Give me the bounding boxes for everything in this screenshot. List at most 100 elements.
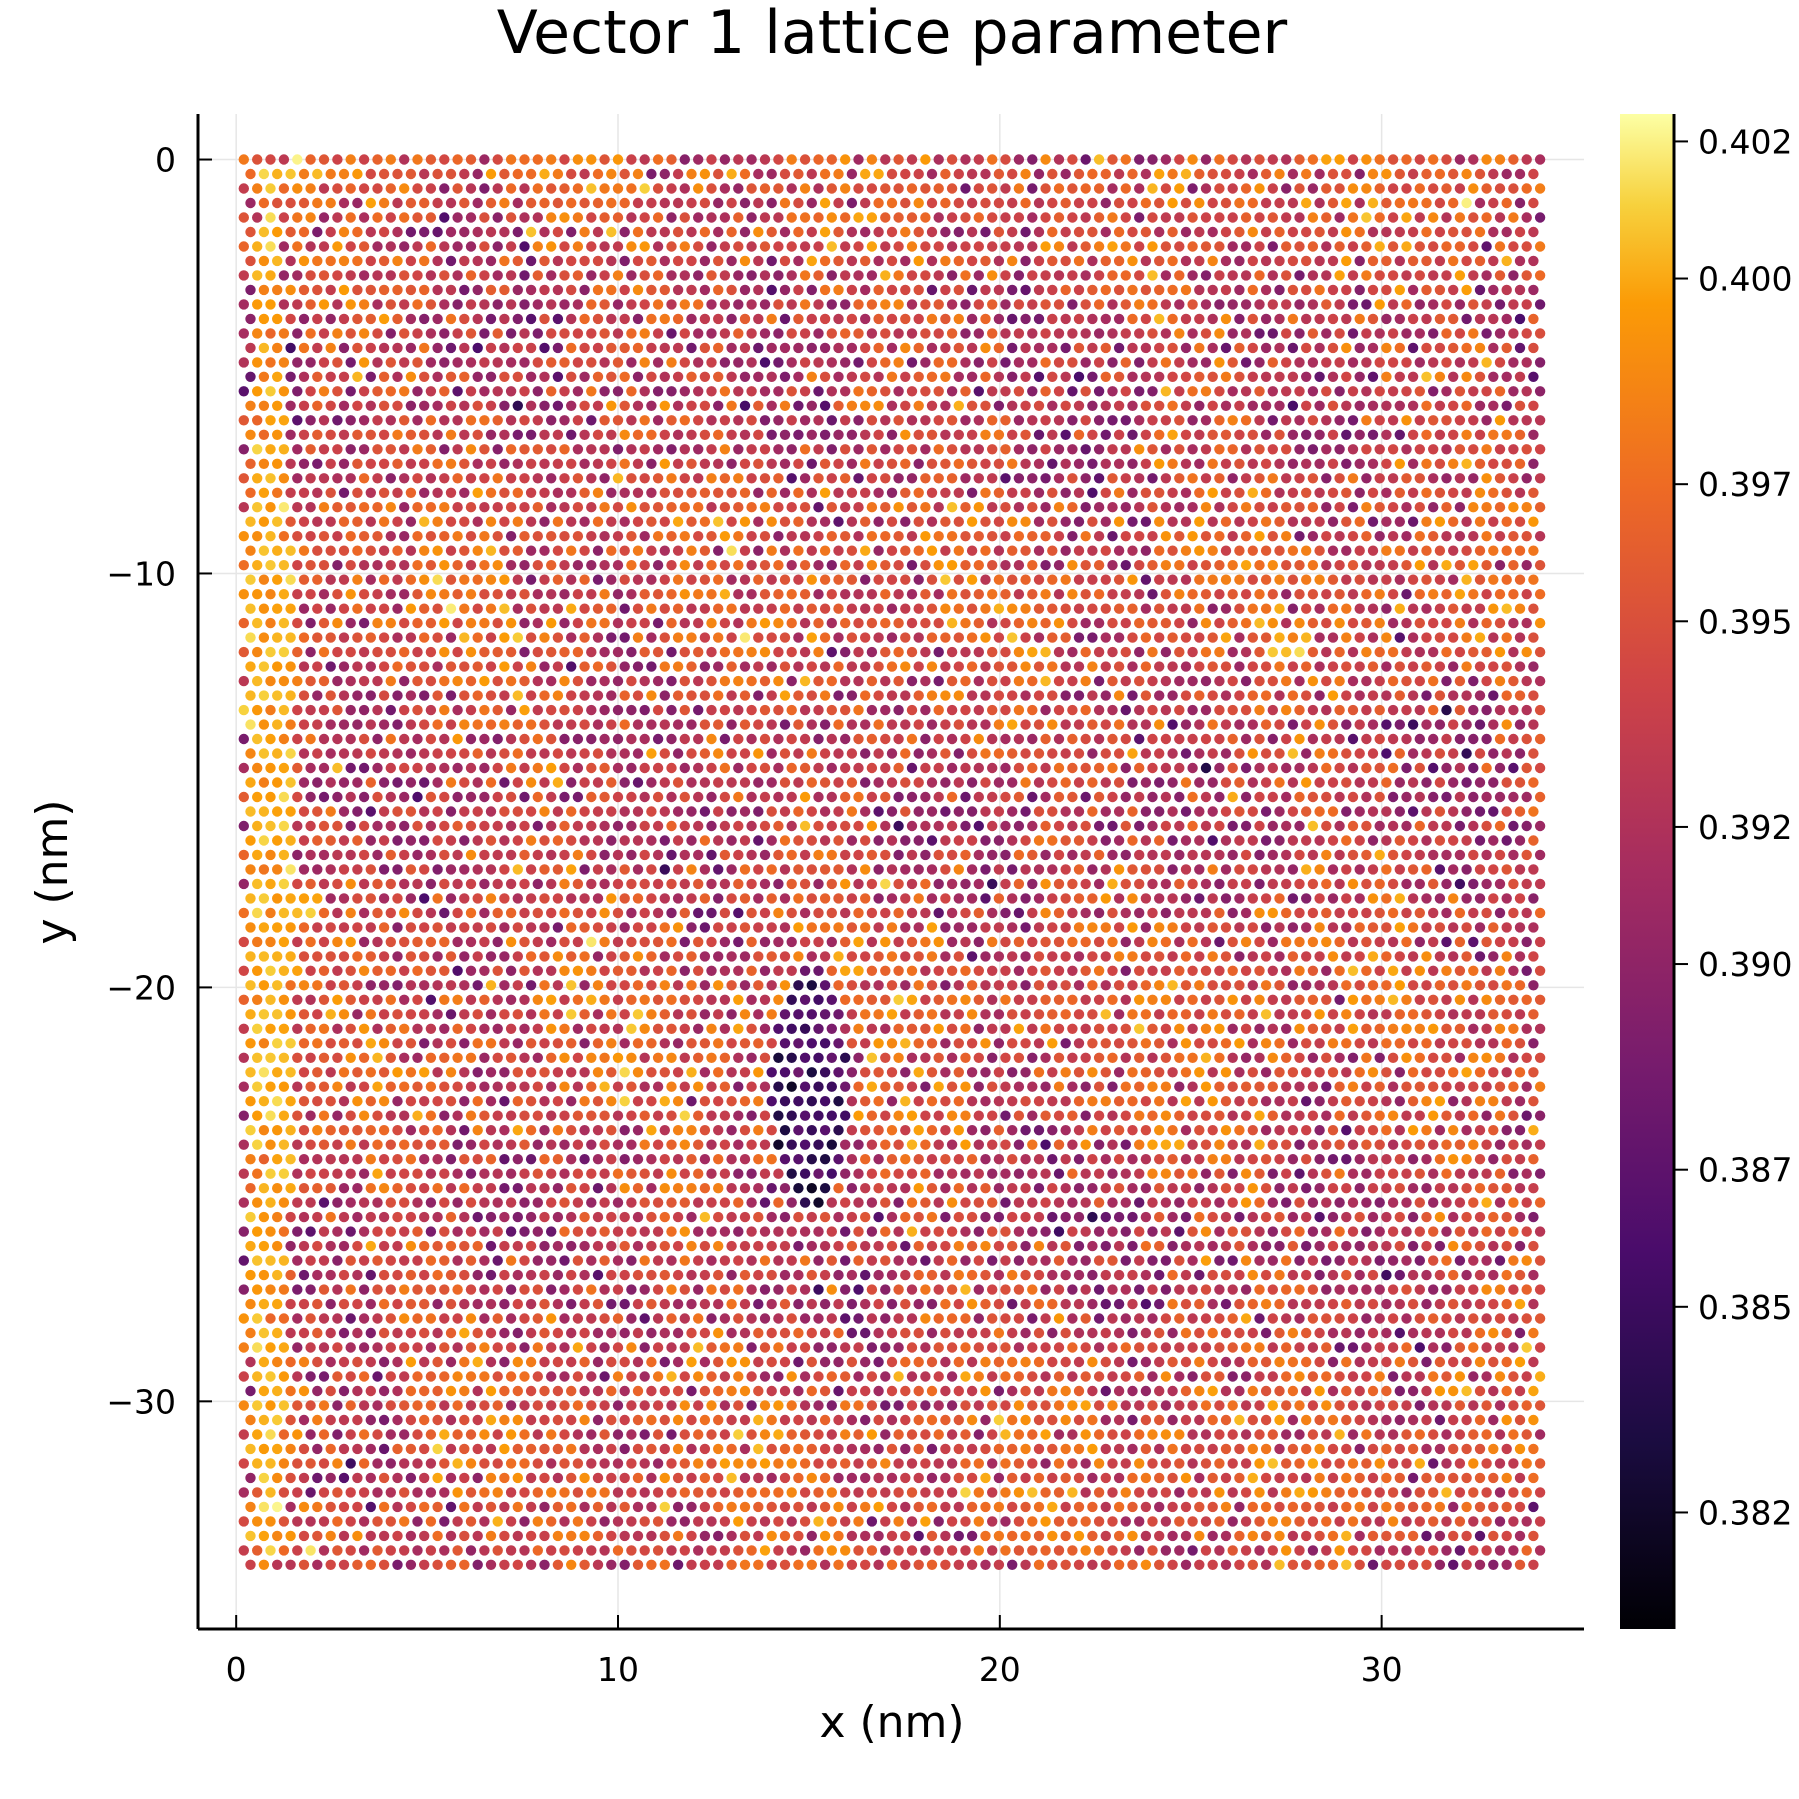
data-point (419, 226, 430, 238)
data-point (566, 545, 577, 556)
data-point (505, 270, 517, 281)
data-point (813, 270, 824, 281)
data-point (1421, 371, 1432, 382)
data-point (1314, 806, 1325, 817)
data-point (472, 284, 483, 296)
data-point (666, 502, 677, 513)
data-point (325, 777, 336, 788)
data-point (1401, 299, 1412, 310)
data-point (1087, 748, 1098, 759)
data-point (412, 589, 423, 600)
data-point (1367, 603, 1379, 614)
data-point (1180, 226, 1192, 238)
data-point (318, 560, 330, 571)
data-point (452, 762, 463, 774)
data-point (1534, 762, 1546, 774)
data-point (512, 748, 523, 759)
data-point (1521, 704, 1532, 716)
data-point (1240, 675, 1252, 687)
data-point (1534, 617, 1546, 629)
data-point (1307, 328, 1319, 339)
data-point (1047, 632, 1058, 643)
data-point (1000, 212, 1011, 223)
data-point (1047, 777, 1058, 788)
data-point (1247, 661, 1259, 672)
data-point (880, 386, 891, 397)
data-point (546, 646, 557, 658)
data-point (1428, 212, 1439, 223)
data-point (1494, 617, 1506, 629)
data-point (973, 560, 984, 571)
data-point (525, 516, 537, 527)
data-point (1220, 342, 1232, 354)
data-point (372, 820, 383, 832)
data-point (459, 255, 470, 267)
data-point (1174, 502, 1185, 513)
data-point (298, 545, 310, 556)
data-point (1401, 270, 1412, 281)
data-point (1020, 719, 1031, 730)
data-point (432, 690, 443, 701)
data-point (278, 560, 290, 571)
data-point (766, 545, 777, 556)
data-point (532, 646, 543, 658)
data-point (1421, 429, 1432, 440)
data-point (465, 473, 477, 484)
data-point (833, 313, 844, 325)
data-point (1220, 371, 1232, 382)
data-point (399, 733, 410, 745)
data-point (1087, 168, 1098, 180)
data-point (399, 675, 410, 687)
data-points (238, 154, 1546, 1571)
data-point (1488, 168, 1499, 180)
data-point (1100, 864, 1112, 875)
data-point (512, 458, 523, 469)
data-point (626, 473, 637, 484)
data-point (1414, 502, 1426, 513)
data-point (1281, 733, 1292, 745)
data-point (1214, 386, 1225, 397)
data-point (1167, 313, 1178, 325)
data-point (1401, 154, 1412, 165)
data-point (853, 675, 864, 687)
data-point (1140, 487, 1152, 498)
data-point (592, 255, 604, 267)
data-point (1194, 197, 1205, 209)
data-point (1073, 516, 1085, 527)
data-point (940, 458, 951, 469)
data-point (452, 357, 463, 368)
data-point (746, 560, 757, 571)
data-point (1100, 255, 1112, 267)
data-point (372, 762, 383, 774)
data-point (826, 241, 837, 252)
data-point (973, 617, 984, 629)
data-point (1200, 878, 1212, 890)
data-point (579, 603, 590, 614)
data-point (759, 328, 771, 339)
data-point (599, 183, 610, 194)
data-point (1027, 328, 1038, 339)
data-point (639, 733, 650, 745)
data-point (900, 864, 911, 875)
data-point (893, 154, 904, 165)
data-point (1501, 603, 1512, 614)
data-point (866, 675, 878, 687)
data-point (1053, 299, 1065, 310)
data-point (485, 690, 497, 701)
data-point (1174, 357, 1185, 368)
data-point (1321, 212, 1332, 223)
data-point (672, 458, 684, 469)
data-point (1207, 806, 1218, 817)
data-point (1394, 835, 1406, 846)
data-point (1514, 458, 1526, 469)
data-point (459, 458, 470, 469)
data-point (586, 154, 597, 165)
data-point (385, 502, 396, 513)
data-point (853, 878, 864, 890)
data-point (1167, 864, 1178, 875)
data-point (1321, 299, 1332, 310)
data-point (1160, 791, 1172, 803)
data-point (338, 719, 350, 730)
data-point (1294, 241, 1305, 252)
data-point (1240, 589, 1252, 600)
